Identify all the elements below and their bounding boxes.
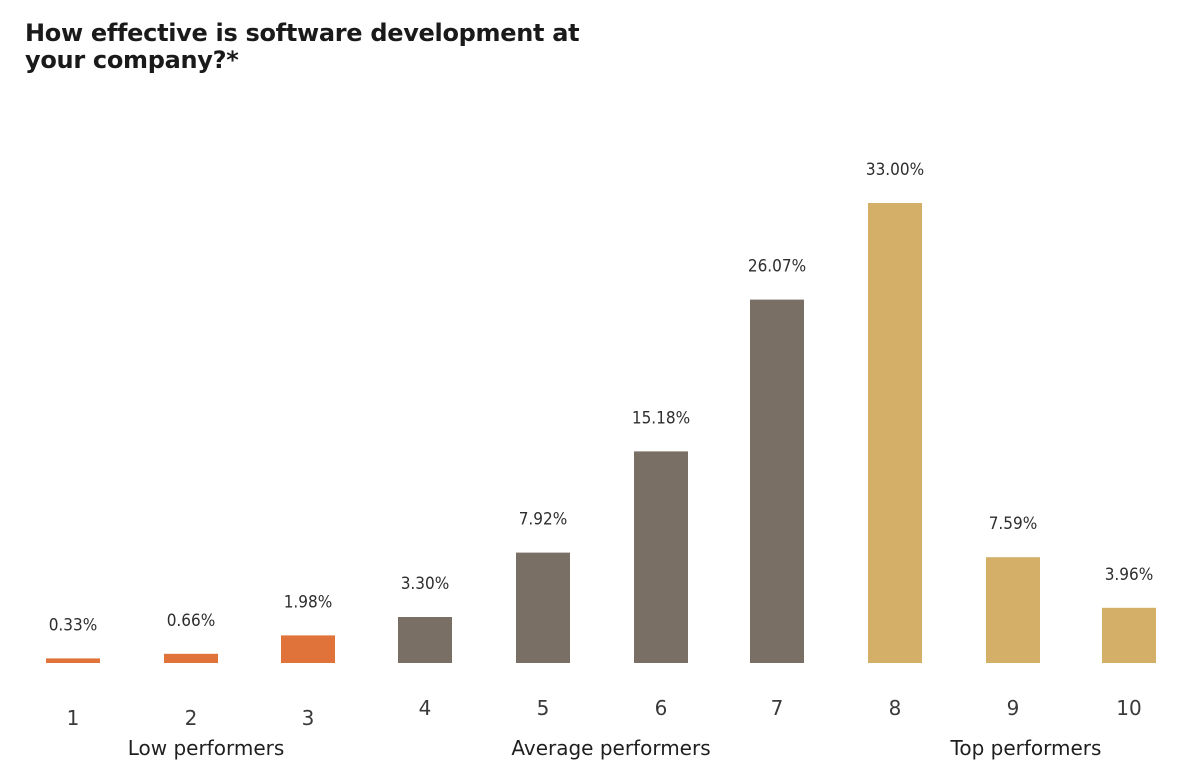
bar-4 — [398, 617, 452, 663]
value-label-3: 1.98% — [284, 592, 333, 612]
value-label-5: 7.92% — [519, 510, 568, 530]
value-label-6: 15.18% — [632, 408, 690, 428]
tick-label-6: 6 — [655, 696, 668, 720]
bar-2 — [164, 653, 218, 663]
value-label-9: 7.59% — [989, 514, 1038, 534]
tick-label-7: 7 — [771, 696, 784, 720]
bar-1 — [46, 658, 100, 663]
bar-7 — [750, 299, 804, 663]
group-label-2: Average performers — [511, 736, 710, 760]
tick-label-1: 1 — [67, 706, 80, 730]
value-label-8: 33.00% — [866, 160, 924, 180]
tick-label-8: 8 — [889, 696, 902, 720]
bar-5 — [516, 552, 570, 663]
group-label-1: Low performers — [128, 736, 285, 760]
bar-8 — [868, 203, 922, 663]
tick-label-5: 5 — [537, 696, 550, 720]
value-label-7: 26.07% — [748, 257, 806, 277]
tick-label-3: 3 — [302, 706, 315, 730]
value-label-1: 0.33% — [49, 615, 98, 635]
tick-label-2: 2 — [185, 706, 198, 730]
bar-10 — [1102, 607, 1156, 663]
value-label-4: 3.30% — [401, 574, 450, 594]
bar-6 — [634, 451, 688, 663]
tick-label-9: 9 — [1007, 696, 1020, 720]
value-label-10: 3.96% — [1105, 565, 1154, 585]
tick-label-10: 10 — [1116, 696, 1141, 720]
group-label-3: Top performers — [950, 736, 1102, 760]
tick-label-4: 4 — [419, 696, 432, 720]
value-label-2: 0.66% — [167, 611, 216, 631]
chart-title: How effective is software development at… — [25, 19, 580, 74]
bar-9 — [986, 557, 1040, 663]
bar-3 — [281, 635, 335, 663]
